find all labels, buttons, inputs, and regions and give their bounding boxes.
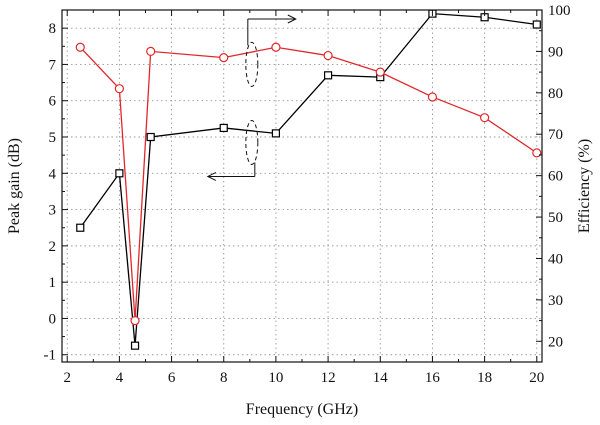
efficiency-marker bbox=[146, 46, 156, 57]
left-y-tick-label: 2 bbox=[49, 239, 57, 255]
efficiency-marker bbox=[75, 42, 85, 52]
peak-gain-marker bbox=[146, 132, 155, 142]
x-tick-label: 2 bbox=[63, 370, 71, 386]
peak-gain-line bbox=[79, 12, 537, 346]
left-y-axis-title: Peak gain (dB) bbox=[6, 138, 23, 234]
efficiency-marker bbox=[114, 84, 124, 94]
efficiency-marker bbox=[219, 53, 229, 63]
left-y-tick-label: 1 bbox=[49, 275, 57, 291]
efficiency-marker bbox=[271, 42, 281, 52]
x-tick-label: 20 bbox=[529, 370, 544, 386]
left-y-tick-label: -1 bbox=[44, 348, 57, 364]
efficiency-marker bbox=[480, 113, 490, 123]
left-y-tick-label: 3 bbox=[49, 203, 57, 219]
dashed-ellipse bbox=[245, 41, 259, 87]
left-y-tick-label: 7 bbox=[49, 57, 57, 73]
left-y-tick-label: 5 bbox=[49, 130, 57, 146]
right-y-tick-label: 100 bbox=[548, 3, 571, 19]
x-tick-label: 4 bbox=[116, 370, 124, 386]
x-tick-label: 10 bbox=[268, 370, 283, 386]
tick-layer: 2 4 6 8 10 12 14 16 18 20-10123456782030405060708… bbox=[44, 3, 571, 386]
left-arrow-head bbox=[206, 172, 217, 181]
dashed-ellipse bbox=[245, 119, 259, 165]
x-tick-label: 6 bbox=[168, 370, 176, 386]
efficiency-marker bbox=[375, 67, 385, 77]
right-y-tick-label: 20 bbox=[548, 334, 563, 350]
series-layer bbox=[75, 9, 542, 350]
left-y-tick-label: 4 bbox=[49, 166, 57, 182]
x-axis-title: Frequency (GHz) bbox=[246, 401, 358, 418]
right-y-tick-label: 50 bbox=[548, 210, 563, 226]
efficiency-marker bbox=[427, 92, 438, 102]
peak-gain-marker bbox=[271, 129, 281, 138]
peak-gain-marker bbox=[323, 71, 333, 80]
annotations bbox=[206, 14, 297, 181]
efficiency-marker bbox=[532, 148, 542, 158]
right-y-tick-label: 70 bbox=[548, 127, 563, 143]
x-tick-label: 18 bbox=[477, 370, 492, 386]
left-y-tick-label: 8 bbox=[49, 21, 57, 37]
right-arrow-head bbox=[287, 14, 297, 24]
peak-gain-marker bbox=[130, 341, 140, 350]
efficiency-line bbox=[79, 46, 538, 321]
right-y-tick-label: 40 bbox=[548, 251, 563, 267]
right-y-tick-label: 90 bbox=[548, 44, 563, 60]
efficiency-marker bbox=[323, 50, 333, 61]
x-tick-label: 12 bbox=[321, 370, 336, 386]
peak-gain-marker bbox=[76, 223, 85, 232]
peak-gain-marker bbox=[115, 169, 124, 178]
right-y-tick-label: 30 bbox=[548, 293, 563, 309]
right-y-tick-label: 60 bbox=[548, 169, 563, 185]
x-tick-label: 16 bbox=[425, 370, 441, 386]
peak-gain-marker bbox=[532, 20, 541, 29]
grid-lines bbox=[62, 10, 542, 362]
x-tick-label: 14 bbox=[373, 370, 389, 386]
peak-gain-marker bbox=[219, 123, 228, 133]
left-y-tick-label: 0 bbox=[49, 311, 57, 327]
right-y-tick-label: 80 bbox=[548, 86, 563, 102]
right-y-axis-title: Efficiency (%) bbox=[576, 139, 593, 233]
efficiency-marker bbox=[130, 315, 140, 326]
left-y-tick-label: 6 bbox=[49, 94, 57, 110]
x-tick-label: 8 bbox=[220, 370, 228, 386]
